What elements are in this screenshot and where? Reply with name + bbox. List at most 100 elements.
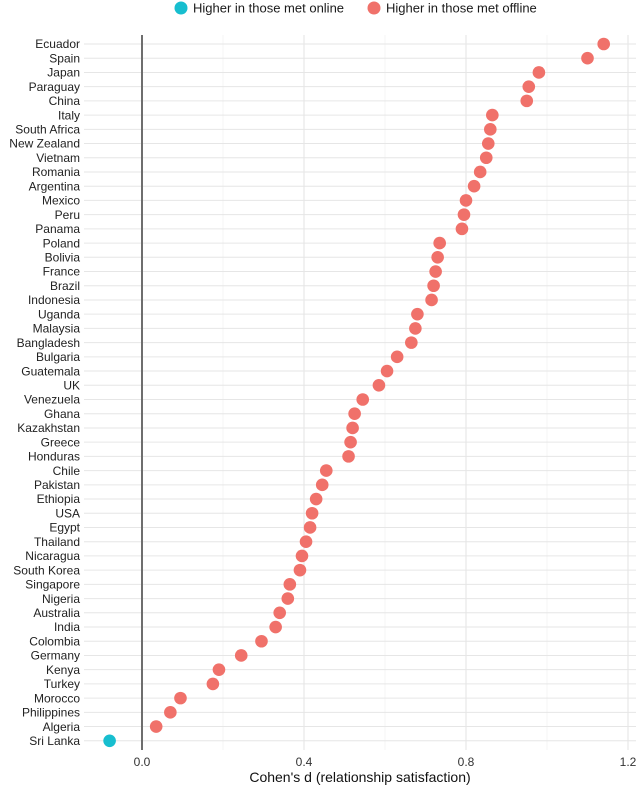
country-label: Algeria (43, 720, 81, 734)
country-label: Australia (33, 606, 80, 620)
country-label: Ghana (44, 407, 80, 421)
x-axis-title: Cohen's d (relationship satisfaction) (249, 769, 470, 785)
country-label: New Zealand (9, 137, 80, 151)
data-point (427, 279, 440, 293)
data-point (303, 521, 317, 534)
country-label: Egypt (49, 521, 80, 535)
x-tick-label: 0.0 (134, 755, 151, 769)
data-point (484, 123, 497, 136)
country-label: South Korea (13, 563, 80, 577)
data-point (479, 151, 493, 165)
data-point (486, 108, 499, 122)
country-label: Guatemala (21, 364, 80, 378)
data-point (532, 66, 546, 79)
country-label: Kazakhstan (17, 421, 80, 435)
data-point (433, 236, 446, 250)
data-point (597, 37, 610, 51)
data-point (174, 691, 187, 705)
country-label: Malaysia (33, 322, 81, 336)
data-point (405, 336, 418, 349)
country-label: Bangladesh (17, 336, 80, 350)
data-point (473, 165, 487, 179)
data-point (581, 51, 594, 65)
x-tick-label: 0.8 (458, 755, 475, 769)
legend-online-marker (174, 1, 188, 15)
data-point (411, 307, 424, 321)
data-point (380, 364, 394, 378)
data-point (409, 322, 422, 335)
country-label: Uganda (38, 307, 80, 321)
country-label: Spain (49, 51, 80, 65)
country-label: China (49, 94, 81, 108)
country-label: Philippines (22, 706, 80, 720)
country-label: Germany (31, 649, 80, 663)
x-axis-ticks: 0.0 0.4 0.8 1.2 (134, 755, 637, 769)
data-point (431, 250, 444, 264)
data-point (467, 179, 481, 193)
country-label: Chile (53, 464, 81, 478)
data-points (103, 37, 610, 748)
country-label: Romania (32, 165, 80, 179)
country-label: India (54, 620, 80, 634)
legend-online-label: Higher in those met online (193, 1, 344, 16)
data-point (372, 378, 386, 392)
data-point (281, 592, 295, 605)
data-point (315, 478, 329, 492)
country-label: Japan (47, 66, 80, 80)
data-point (255, 634, 268, 648)
data-point (346, 421, 359, 435)
country-label: Brazil (50, 279, 80, 293)
country-label: Italy (58, 108, 80, 122)
data-point (455, 222, 469, 236)
data-point (429, 265, 442, 278)
data-point (206, 677, 220, 691)
country-label: Thailand (34, 535, 80, 549)
country-label: Colombia (29, 634, 80, 648)
data-point (293, 563, 307, 577)
country-label: Turkey (44, 677, 80, 691)
data-point (212, 663, 226, 676)
country-label: Singapore (25, 578, 80, 592)
legend: Higher in those met online Higher in tho… (174, 1, 537, 16)
country-label: Paraguay (29, 80, 80, 94)
data-point (234, 649, 248, 662)
plot-gridlines (84, 35, 636, 750)
country-label: Venezuela (24, 393, 80, 407)
country-label: Ethiopia (37, 492, 81, 506)
country-label: UK (63, 378, 80, 392)
data-point (481, 137, 495, 150)
data-point (457, 208, 471, 221)
country-label: Nigeria (42, 592, 80, 606)
country-label: South Africa (15, 123, 80, 137)
data-point (425, 293, 438, 307)
data-point (269, 620, 282, 634)
data-point (283, 578, 297, 591)
data-point (522, 80, 536, 93)
country-label: Argentina (29, 179, 81, 193)
data-point (319, 464, 333, 477)
country-labels: EcuadorSpainJapanParaguayChinaItalySouth… (9, 37, 80, 748)
data-point (164, 706, 177, 719)
country-label: Morocco (34, 691, 80, 705)
data-point (273, 606, 287, 620)
data-point (305, 506, 319, 520)
country-label: Bolivia (45, 251, 81, 265)
data-point (299, 535, 313, 548)
country-label: Indonesia (28, 293, 80, 307)
x-tick-label: 0.4 (296, 755, 313, 769)
data-point (390, 350, 404, 364)
country-label: Poland (43, 236, 80, 250)
country-label: Ecuador (35, 37, 80, 51)
data-point (342, 450, 355, 463)
country-label: Pakistan (34, 478, 80, 492)
data-point (295, 549, 309, 563)
data-point (103, 734, 116, 748)
country-label: Peru (55, 208, 80, 222)
data-point (356, 393, 370, 406)
country-label: Sri Lanka (29, 734, 80, 748)
country-label: Greece (41, 435, 81, 449)
country-label: Honduras (28, 450, 80, 464)
data-point (459, 194, 473, 207)
legend-offline-marker (367, 1, 381, 15)
